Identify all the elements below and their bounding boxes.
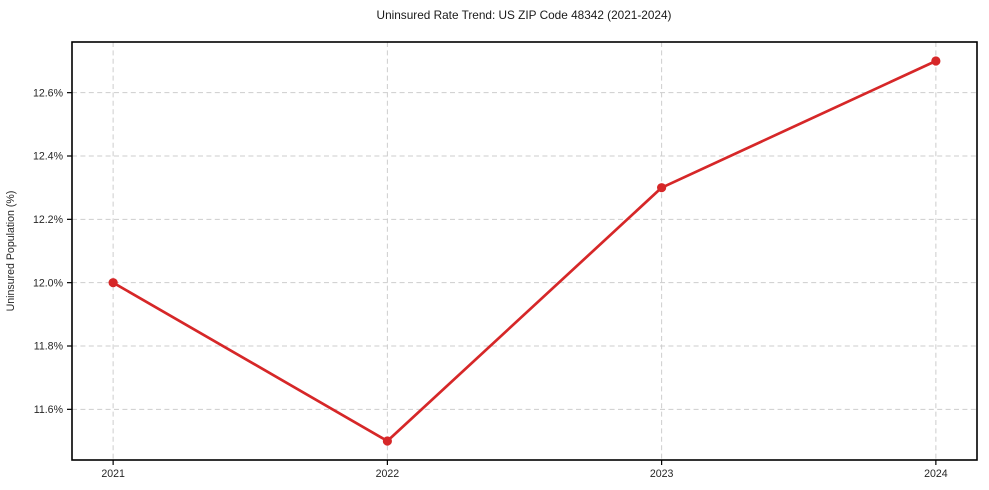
- x-tick-label: 2021: [101, 468, 125, 480]
- data-point-marker: [108, 278, 118, 288]
- y-tick-label: 11.8%: [34, 341, 64, 353]
- data-point-marker: [657, 183, 667, 193]
- series-layer: [108, 56, 941, 446]
- x-tick-label: 2022: [376, 468, 400, 480]
- x-tick-label: 2024: [924, 468, 948, 480]
- y-tick-label: 11.6%: [34, 404, 64, 416]
- data-point-marker: [382, 436, 392, 446]
- x-tick-label: 2023: [650, 468, 674, 480]
- y-tick-label: 12.2%: [33, 214, 64, 226]
- y-tick-label: 12.6%: [33, 87, 64, 99]
- y-tick-label: 12.0%: [33, 277, 64, 289]
- tick-layer: 11.6% 11.8% 12.0% 12.2% 12.4% 12.6% 2021 2022 20…: [33, 87, 948, 480]
- chart-title: Uninsured Rate Trend: US ZIP Code 48342 …: [377, 8, 672, 22]
- plot-frame: [71, 41, 978, 461]
- trend-line: [111, 59, 938, 443]
- frame-layer: [71, 41, 978, 461]
- data-point-marker: [931, 56, 941, 66]
- y-axis-label: Uninsured Population (%): [5, 191, 17, 312]
- y-tick-label: 12.4%: [33, 151, 64, 163]
- grid-layer: [72, 42, 977, 460]
